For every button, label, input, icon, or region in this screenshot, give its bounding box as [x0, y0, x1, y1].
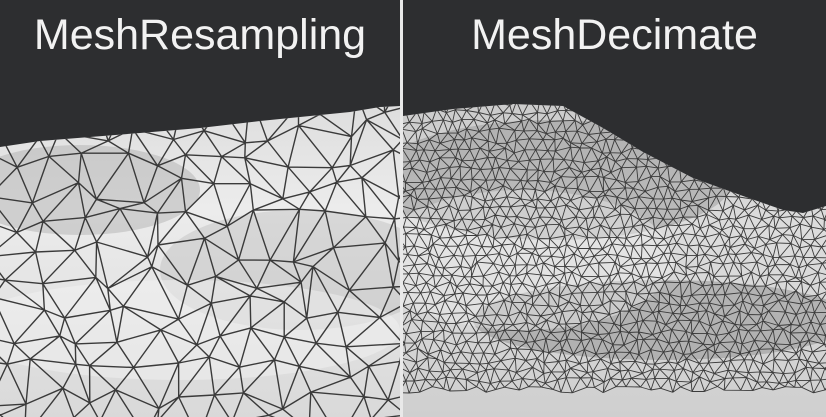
mesh-decimate-panel: MeshDecimate [403, 0, 826, 417]
panel-divider [400, 0, 403, 417]
mesh-decimate-title: MeshDecimate [471, 11, 758, 59]
mesh-resampling-panel: MeshResampling [0, 0, 400, 417]
mesh-resampling-render [0, 106, 400, 417]
mesh-resampling-title: MeshResampling [33, 11, 367, 59]
mesh-decimate-render [403, 104, 826, 417]
